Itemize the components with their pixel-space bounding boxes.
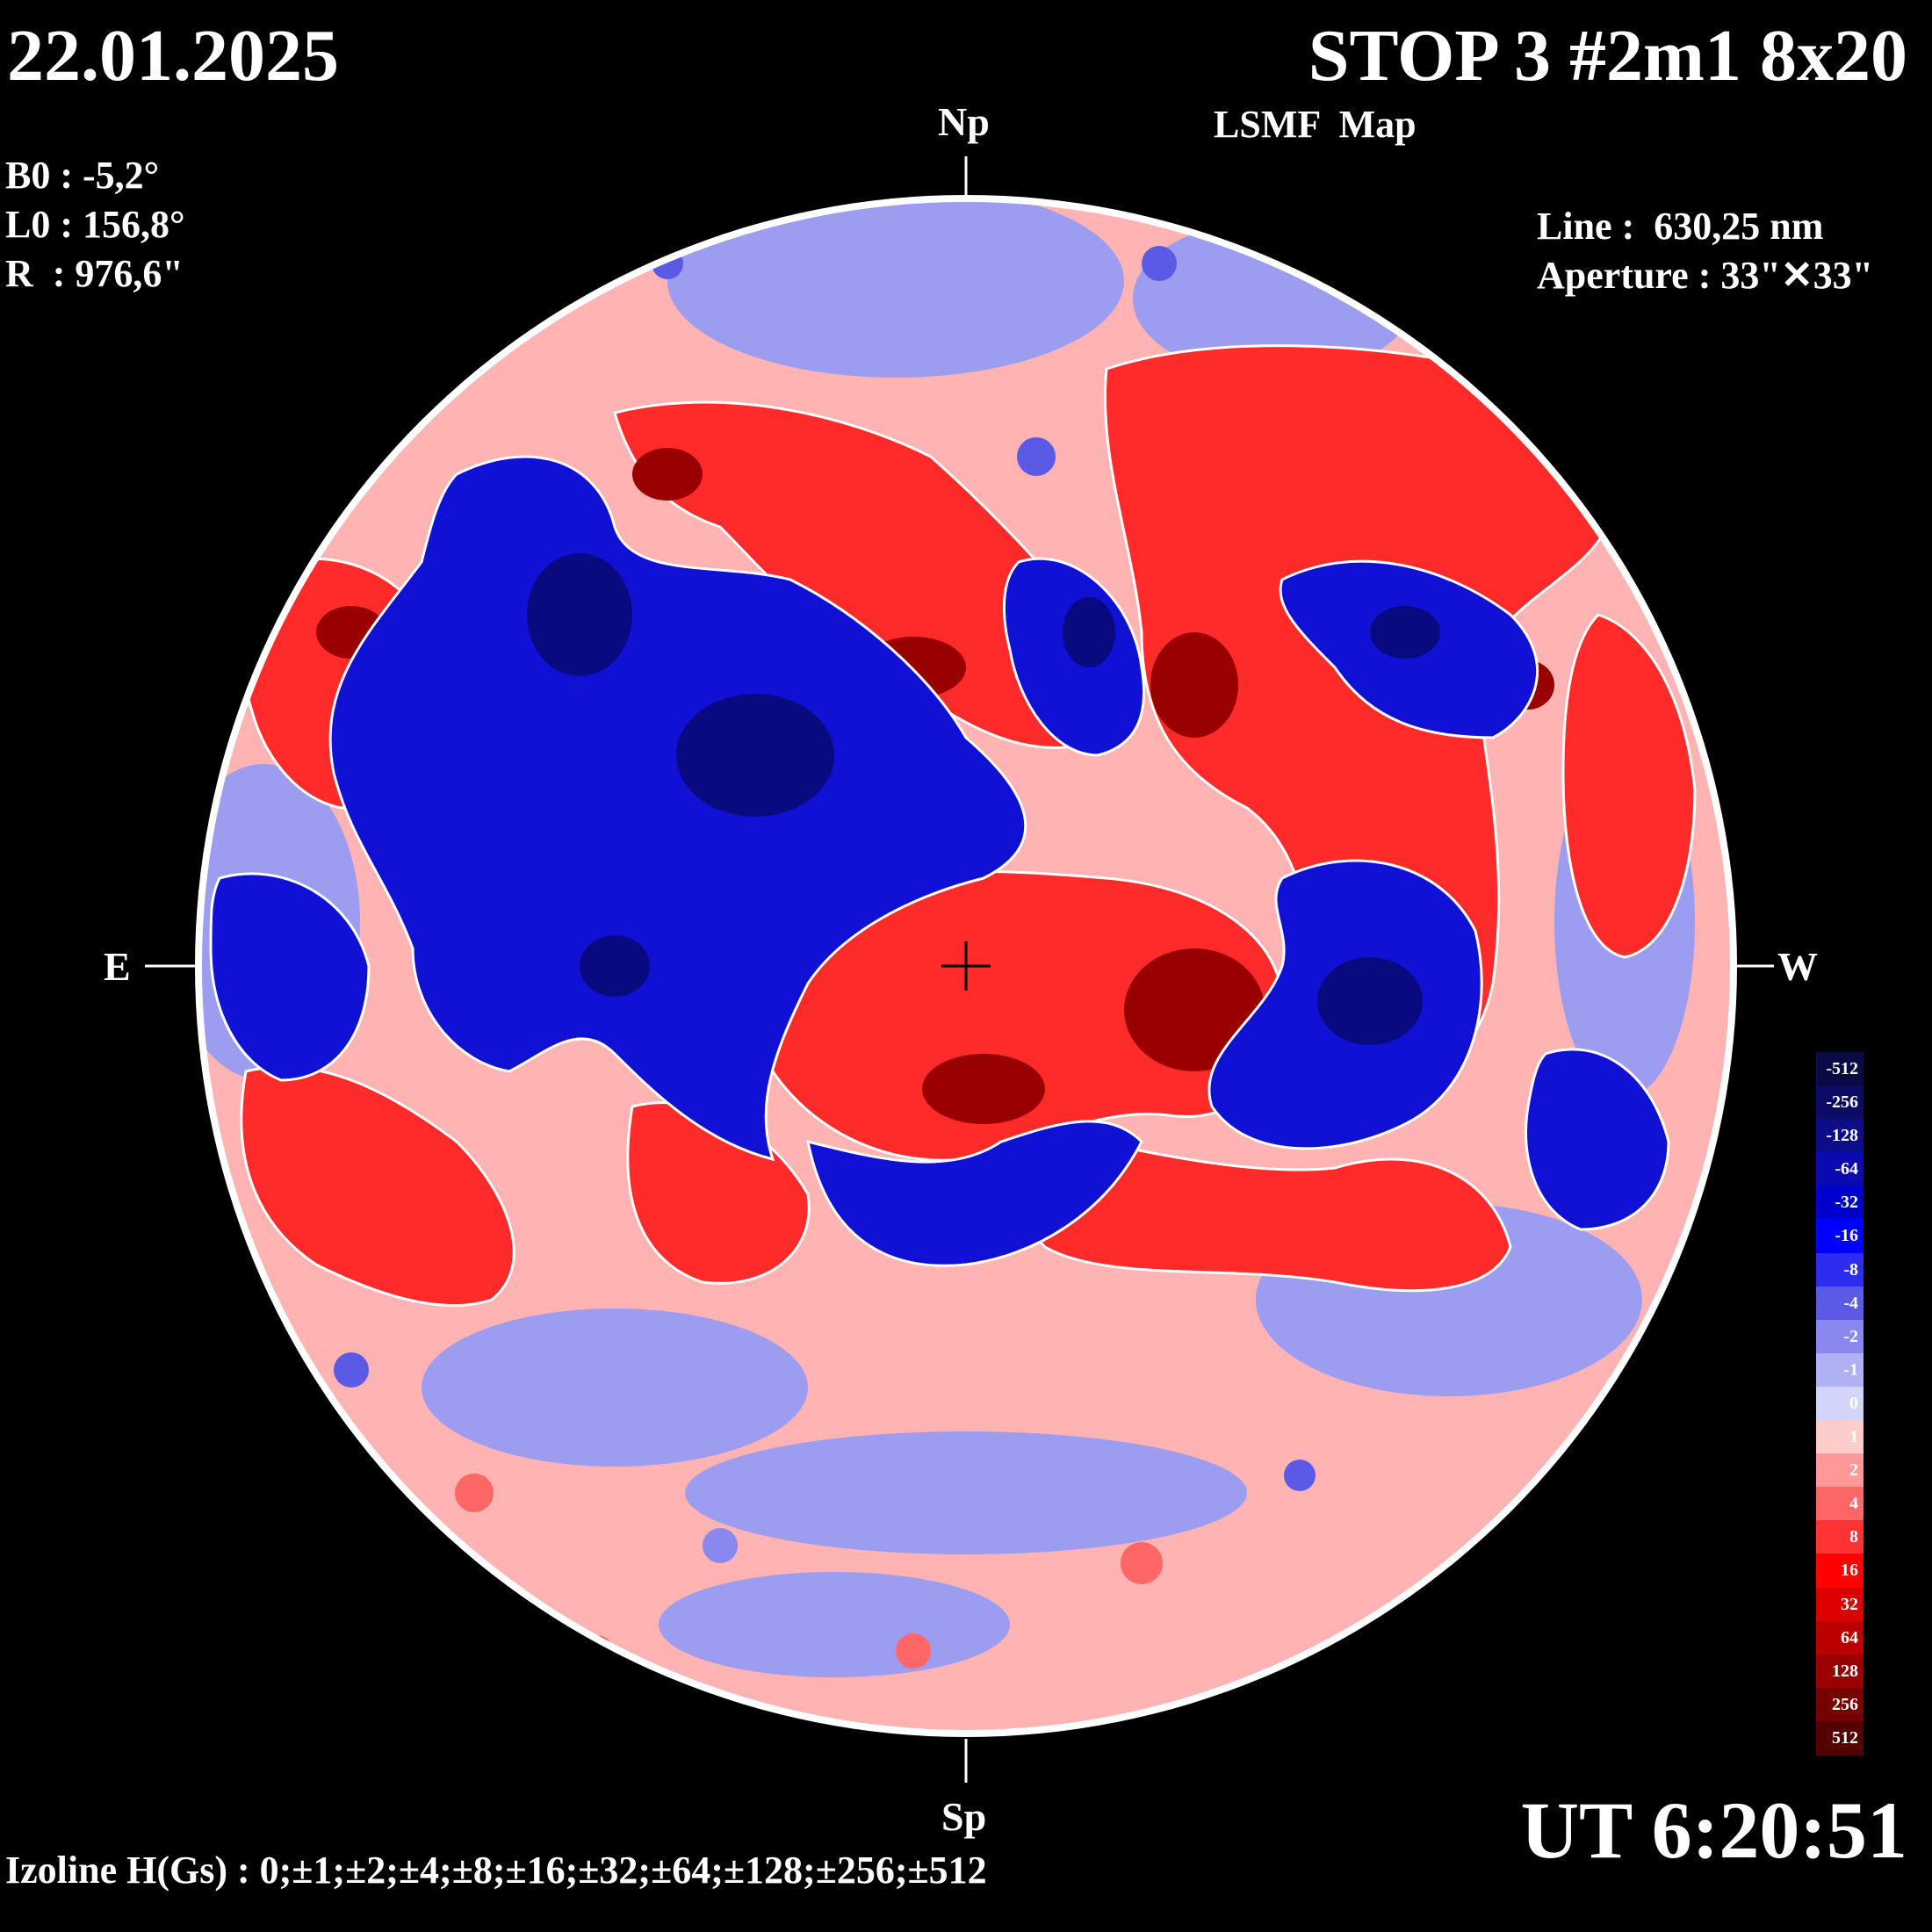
legend-swatch	[1816, 1352, 1864, 1388]
legend-swatch	[1816, 1119, 1864, 1154]
legend-label: -2	[1843, 1326, 1858, 1346]
legend-swatch	[1816, 1620, 1864, 1655]
legend-swatch	[1816, 1520, 1864, 1555]
legend-label: 16	[1841, 1561, 1858, 1581]
b0-parameter: B0 : -5,2°	[5, 154, 160, 197]
legend-swatch	[1816, 1085, 1864, 1121]
legend-swatch	[1816, 1052, 1864, 1087]
strong-negative-cores	[527, 553, 1440, 1045]
legend-label: -256	[1826, 1092, 1858, 1113]
legend-label: 4	[1849, 1494, 1858, 1514]
legend-swatch	[1816, 1219, 1864, 1254]
spectral-line: Line : 630,25 nm	[1537, 205, 1824, 248]
color-scale-legend: -512 -256 -128 -64 -32 -16 -8 -4 -2 -1 0 1 2 4 8 16 32 64…	[1816, 1052, 1864, 1755]
l0-parameter: L0 : 156,8°	[5, 203, 185, 246]
legend-swatch	[1816, 1487, 1864, 1522]
legend-swatch	[1816, 1720, 1864, 1755]
izoline-levels: Izoline H(Gs) : 0;±1;±2;±4;±8;±16;±32;±6…	[5, 1849, 987, 1892]
legend-swatch	[1816, 1252, 1864, 1287]
legend-swatch	[1816, 1152, 1864, 1187]
east-label: E	[104, 944, 131, 989]
legend-swatch	[1816, 1420, 1864, 1455]
legend-label: 8	[1849, 1527, 1858, 1547]
negative-regions	[209, 455, 1670, 1267]
solar-disk	[202, 202, 1730, 1730]
legend-label: -512	[1826, 1059, 1858, 1078]
west-label: W	[1777, 944, 1818, 989]
legend-swatch	[1816, 1186, 1864, 1221]
legend-label: 128	[1832, 1661, 1858, 1681]
legend-label: -16	[1835, 1226, 1858, 1246]
map-subtitle: LSMF Map	[1214, 103, 1417, 146]
north-pole-label: Np	[938, 99, 990, 144]
legend-label: 1	[1849, 1427, 1858, 1447]
legend-label: -1	[1843, 1359, 1858, 1380]
legend-label: 0	[1849, 1393, 1858, 1413]
legend-label: -64	[1835, 1159, 1858, 1179]
legend-label: -32	[1835, 1193, 1858, 1213]
observation-date: 22.01.2025	[7, 15, 339, 97]
map-title: STOP 3 #2m1 8x20	[1308, 15, 1907, 97]
legend-swatch	[1816, 1654, 1864, 1689]
axis-ticks	[145, 156, 1774, 1783]
legend-swatch	[1816, 1286, 1864, 1321]
legend-label: 2	[1849, 1460, 1858, 1481]
south-pole-label: Sp	[941, 1794, 987, 1839]
legend-label: -4	[1843, 1293, 1858, 1313]
legend-label: -128	[1826, 1126, 1858, 1146]
legend-swatch	[1816, 1453, 1864, 1489]
legend-swatch	[1816, 1386, 1864, 1422]
legend-label: 512	[1832, 1727, 1858, 1748]
aperture: Aperture : 33"✕33"	[1537, 254, 1874, 297]
legend-label: 256	[1832, 1694, 1858, 1714]
legend-label: 32	[1841, 1594, 1858, 1614]
legend-swatch	[1816, 1554, 1864, 1589]
positive-regions	[240, 344, 1697, 1307]
legend-swatch	[1816, 1587, 1864, 1622]
observation-time: UT 6:20:51	[1520, 1785, 1907, 1875]
legend-label: 64	[1841, 1627, 1858, 1647]
legend-swatch	[1816, 1319, 1864, 1354]
legend-label: -8	[1843, 1259, 1858, 1280]
legend-swatch	[1816, 1687, 1864, 1722]
radius-parameter: R : 976,6"	[5, 252, 184, 295]
center-crosshair	[941, 941, 991, 991]
